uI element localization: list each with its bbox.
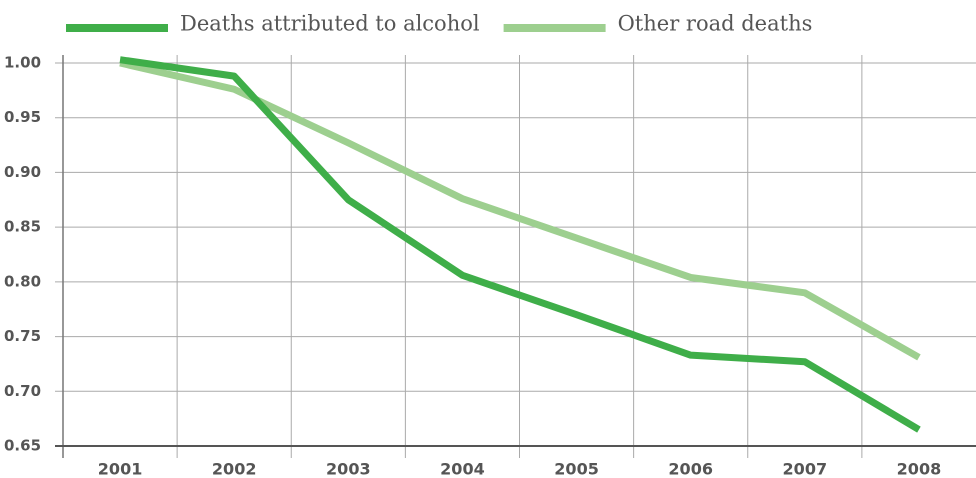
y-tick-label: 1.00: [4, 54, 41, 72]
legend-label: Other road deaths: [618, 12, 813, 36]
y-tick-label: 0.80: [4, 272, 41, 290]
x-tick-label: 2005: [554, 460, 599, 478]
y-tick-label: 0.75: [4, 327, 41, 345]
x-tick-label: 2006: [668, 460, 713, 478]
x-tick-label: 2008: [897, 460, 942, 478]
x-tick-label: 2004: [440, 460, 485, 478]
series-line: [119, 56, 921, 433]
y-tick-label: 0.90: [4, 163, 41, 181]
x-tick-label: 2007: [783, 460, 828, 478]
y-tick-label: 0.70: [4, 382, 41, 400]
y-tick-label: 0.65: [4, 437, 41, 455]
x-tick-label: 2001: [98, 460, 143, 478]
x-tick-label: 2002: [212, 460, 257, 478]
y-tick-label: 0.95: [4, 108, 41, 126]
x-tick-label: 2003: [326, 460, 371, 478]
legend-label: Deaths attributed to alcohol: [180, 12, 480, 36]
y-tick-label: 0.85: [4, 218, 41, 236]
